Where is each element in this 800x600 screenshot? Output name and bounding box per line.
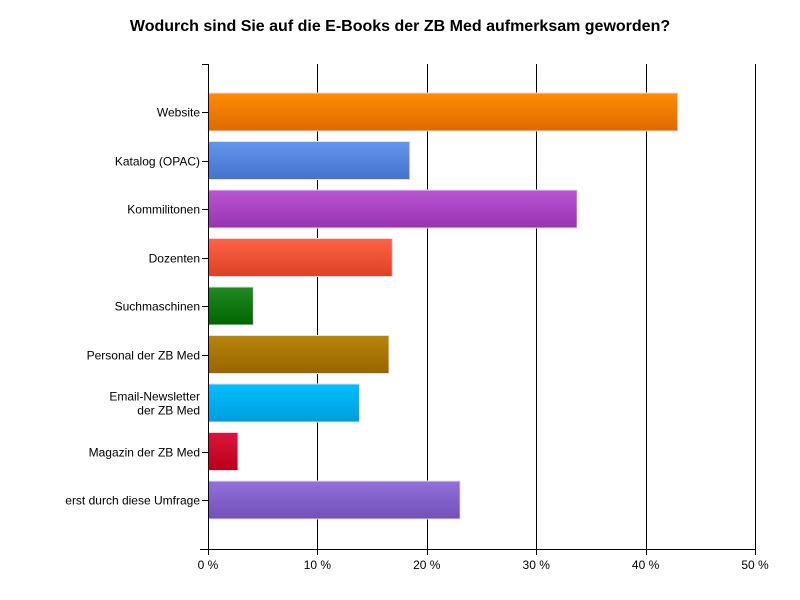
axes: [200, 64, 756, 555]
x-tick-label: 10 %: [304, 558, 332, 572]
bar-magazin-der-zb-med: [208, 432, 239, 471]
category-label: Email-Newsletter der ZB Med: [109, 390, 200, 418]
chart-title: Wodurch sind Sie auf die E-Books der ZB …: [129, 18, 671, 35]
category-label: Kommilitonen: [127, 203, 200, 217]
gridlines: [317, 64, 756, 555]
category-label: erst durch diese Umfrage: [65, 494, 200, 508]
bar-erst-durch-diese-umfrage: [208, 480, 461, 520]
bar-email-newsletter-der-zb-med: [208, 383, 360, 423]
category-labels: Website Katalog (OPAC) Kommilitonen Dozente…: [65, 106, 200, 508]
x-tick-label: 20 %: [413, 558, 441, 572]
x-tick-label: 0 %: [198, 558, 219, 572]
category-label: Personal der ZB Med: [87, 349, 200, 363]
bars: [208, 92, 679, 520]
bar-katalog-opac: [208, 141, 411, 180]
category-label: Suchmaschinen: [115, 300, 200, 314]
x-tick-label: 50 %: [741, 558, 769, 572]
bar-website: [208, 92, 679, 132]
bar-dozenten: [208, 238, 393, 277]
x-tick-label: 40 %: [632, 558, 660, 572]
category-label: Magazin der ZB Med: [89, 446, 200, 460]
x-tick-label: 30 %: [523, 558, 551, 572]
bar-suchmaschinen: [208, 286, 254, 326]
bar-personal-der-zb-med: [208, 335, 390, 374]
bar-kommilitonen: [208, 189, 578, 229]
x-tick-labels: 0 % 10 % 20 % 30 % 40 % 50 %: [198, 558, 769, 572]
category-label: Website: [157, 106, 200, 120]
category-label: Dozenten: [149, 252, 200, 266]
category-label: Katalog (OPAC): [115, 155, 200, 169]
